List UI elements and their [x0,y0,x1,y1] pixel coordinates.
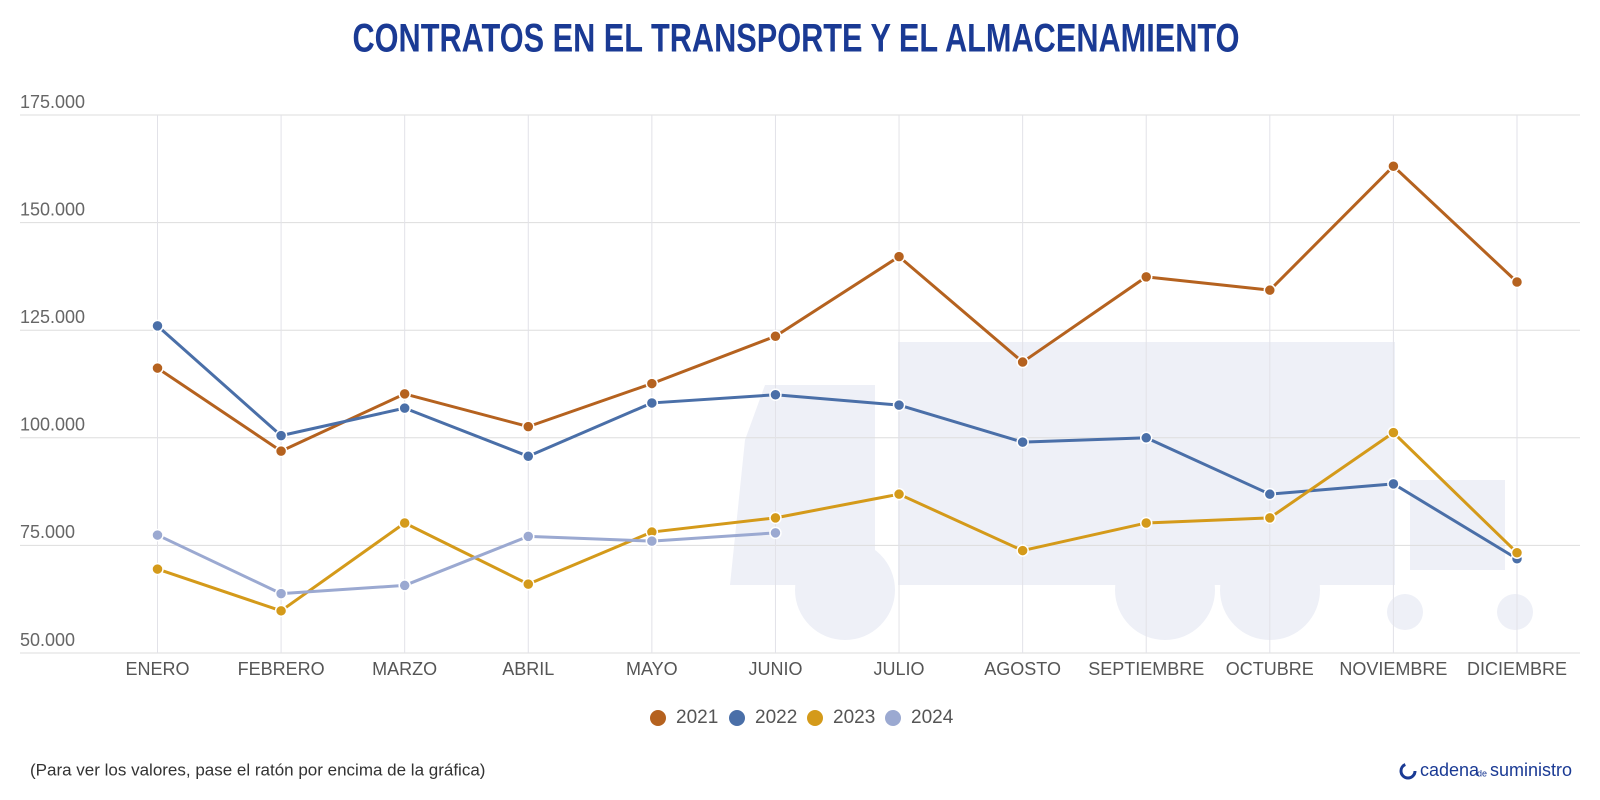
series-line [156,531,776,596]
data-point [398,516,411,530]
logo-text: de [1477,768,1487,778]
data-point [522,577,535,591]
data-point [769,388,782,402]
data-point [1139,270,1153,284]
x-tick-label: MAYO [626,659,678,679]
data-point [398,579,411,592]
legend-label: 2023 [833,707,875,728]
y-tick-label: 75.000 [20,522,75,542]
footnote: (Para ver los valores, pase el ratón por… [30,760,485,779]
data-point [892,487,906,501]
grid [20,114,1580,654]
data-point [1016,544,1029,557]
legend-marker [650,710,666,726]
data-point [1387,477,1400,491]
data-point [1016,355,1029,369]
data-point [769,526,782,540]
x-tick-label: NOVIEMBRE [1339,659,1447,679]
x-tick-label: ABRIL [502,659,554,679]
data-point [522,530,535,543]
x-tick-label: OCTUBRE [1226,659,1314,679]
chart-title: CONTRATOS EN EL TRANSPORTE Y EL ALMACENA… [353,17,1240,61]
data-point [1139,431,1153,445]
x-tick-label: JULIO [874,659,925,679]
y-tick-label: 175.000 [20,92,85,112]
logo-text: cadena [1420,760,1480,780]
x-tick-label: FEBRERO [238,659,325,679]
y-tick-label: 125.000 [20,307,85,327]
data-point [274,444,288,458]
legend-label: 2022 [755,707,797,728]
data-point [1387,426,1400,439]
logo-text: suministro [1490,760,1572,780]
series-line [157,431,1519,613]
legend-marker [807,710,823,726]
data-point [769,511,782,525]
data-point [645,534,659,548]
data-point [151,319,164,333]
data-point [274,429,288,442]
data-point [1263,283,1277,297]
x-tick-label: AGOSTO [984,659,1061,679]
data-point [645,396,659,410]
y-tick-label: 100.000 [20,415,85,435]
data-point [274,587,288,600]
data-point [522,450,535,463]
data-point [274,604,288,618]
y-tick-label: 50.000 [20,630,75,650]
truck-watermark [730,342,1533,640]
data-point [769,329,782,343]
data-point [1263,511,1277,525]
legend-marker [885,710,901,726]
logo-icon [1399,762,1417,780]
data-point [1510,275,1524,289]
legend-label: 2024 [911,707,954,728]
x-tick-label: ENERO [125,659,189,679]
data-point [398,401,411,415]
series-line [156,164,1519,453]
legend-marker [729,710,745,726]
data-point [892,250,906,263]
data-point [398,387,411,401]
legend-label: 2021 [676,707,718,728]
data-point [151,361,164,375]
x-tick-label: SEPTIEMBRE [1088,659,1204,679]
x-tick-label: DICIEMBRE [1467,659,1567,679]
data-point [1263,487,1277,501]
data-point [1139,516,1153,530]
data-point [1510,546,1524,559]
data-point [522,420,535,433]
data-point [892,398,906,412]
data-point [151,528,164,542]
data-point [1387,159,1400,173]
x-tick-label: JUNIO [748,659,802,679]
data-point [1016,435,1029,449]
data-point [645,377,659,390]
data-point [151,562,164,576]
logo: cadena de suministro [1399,760,1572,780]
y-tick-label: 150.000 [20,199,85,219]
series-line [156,324,1518,561]
x-tick-label: MARZO [372,659,437,679]
